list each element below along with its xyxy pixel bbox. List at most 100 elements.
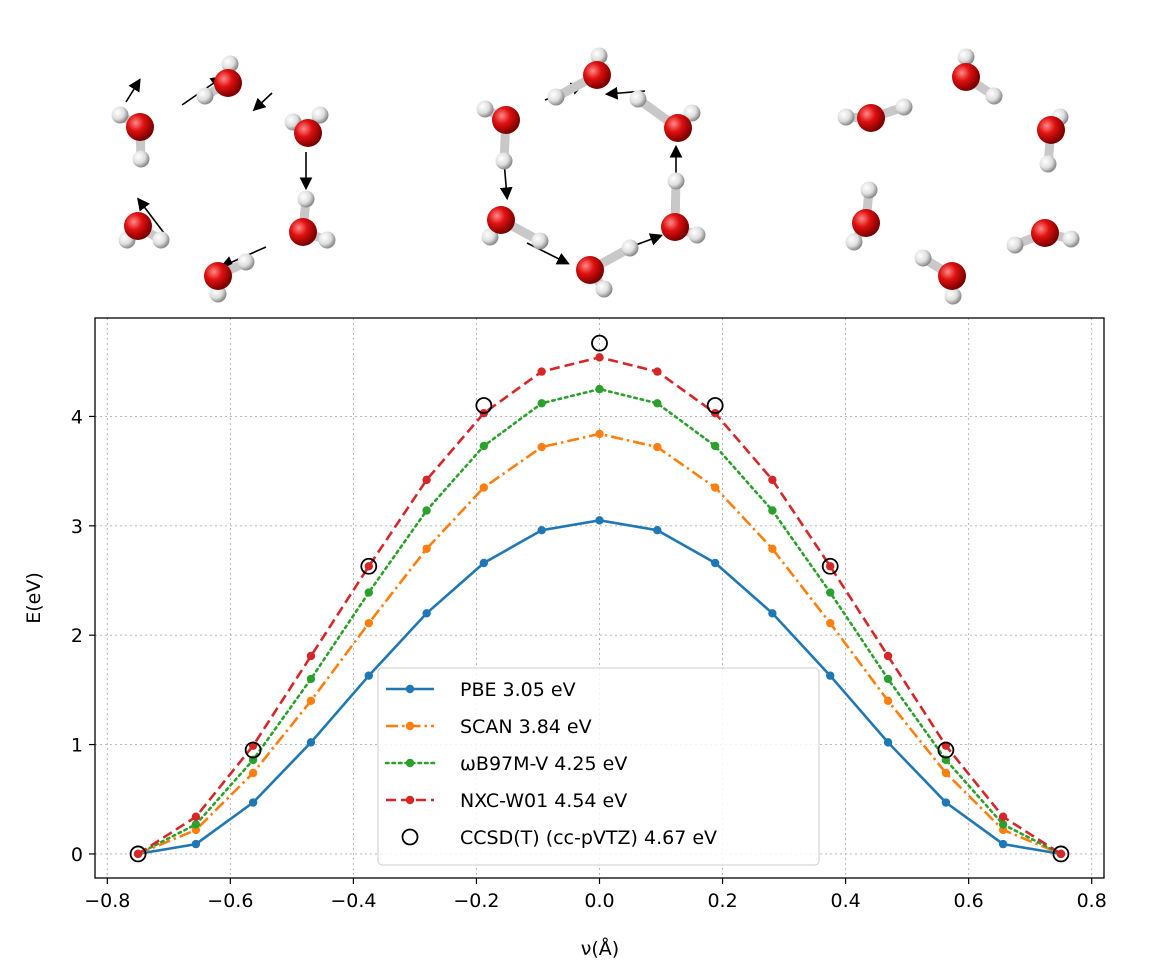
arrow: [125, 78, 141, 103]
oxygen-atom: [126, 113, 154, 141]
x-tick-label: −0.4: [330, 890, 376, 912]
hydrogen-atom: [629, 90, 647, 108]
hydrogen-atom: [132, 150, 150, 168]
legend-marker: [405, 721, 415, 731]
data-point: [941, 798, 951, 807]
data-point: [479, 558, 489, 568]
data-point: [360, 557, 378, 575]
hydrogen-atom: [152, 231, 170, 249]
arrow: [252, 92, 273, 112]
legend-marker: [401, 828, 419, 846]
data-point: [364, 562, 373, 571]
legend-entry: PBE 3.05 eV: [386, 679, 576, 701]
series-4: [129, 334, 1070, 863]
data-point: [710, 558, 720, 568]
hydrogen-atom: [595, 280, 613, 298]
legend-label: ωB97M-V 4.25 eV: [460, 753, 627, 775]
data-point: [1056, 849, 1066, 859]
data-point: [937, 741, 955, 759]
data-point: [883, 696, 893, 706]
oxygen-atom: [664, 114, 692, 142]
data-point: [475, 397, 493, 414]
hydrogen-atom: [531, 232, 549, 250]
arrow: [137, 197, 165, 234]
x-tick-label: 0.8: [1077, 890, 1107, 912]
hydrogen-atom: [318, 231, 336, 249]
water-hexamer-structures: [111, 47, 1080, 305]
hydrogen-atom: [237, 253, 255, 271]
oxygen-atom: [1031, 219, 1059, 247]
legend-entry: ωB97M-V 4.25 eV: [384, 753, 627, 775]
oxygen-atom: [214, 69, 242, 97]
data-point: [653, 525, 662, 535]
data-point: [768, 544, 777, 553]
data-point: [191, 820, 201, 829]
legend-box: [377, 667, 820, 866]
hydrogen-atom: [311, 106, 329, 124]
data-point: [306, 651, 316, 661]
data-point: [1052, 845, 1070, 863]
data-point: [710, 483, 720, 492]
data-point: [998, 820, 1008, 829]
x-axis-ticks: −0.8 −0.6 −0.4 −0.2 0.0 0.2 0.4 0.6 0.8: [84, 878, 1107, 912]
data-point: [191, 812, 201, 821]
data-point: [537, 399, 546, 408]
hydrogen-atom: [590, 47, 608, 65]
hydrogen-atom: [297, 190, 315, 208]
hydrogen-atom: [547, 88, 565, 106]
hydrogen-atom: [944, 287, 962, 305]
oxygen-atom: [124, 212, 152, 240]
data-point: [306, 738, 316, 747]
legend-marker: [405, 758, 415, 768]
legend-label: CCSD(T) (cc-pVTZ) 4.67 eV: [460, 827, 717, 849]
hydrogen-atom: [667, 172, 685, 190]
data-point: [244, 741, 262, 759]
oxygen-atom: [576, 256, 604, 284]
hydrogen-atom: [837, 108, 855, 126]
x-tick-label: −0.6: [207, 890, 253, 912]
oxygen-atom: [852, 209, 880, 237]
data-point: [826, 618, 835, 628]
data-point: [306, 674, 316, 684]
data-point: [883, 738, 893, 747]
data-point: [591, 334, 608, 352]
data-point: [364, 671, 373, 680]
data-point: [768, 506, 777, 515]
x-tick-label: 0.6: [954, 890, 984, 912]
data-point: [364, 618, 373, 628]
hydrogen-atom: [845, 233, 863, 251]
data-point: [998, 839, 1008, 849]
data-point: [653, 442, 662, 452]
data-point: [826, 671, 835, 680]
hydrogen-atom: [209, 285, 227, 303]
data-point: [422, 609, 431, 618]
y-tick-label: 3: [71, 516, 83, 538]
x-tick-label: −0.2: [453, 890, 499, 912]
x-tick-label: 0.2: [707, 890, 737, 912]
x-tick-label: −0.8: [84, 890, 130, 912]
data-point: [248, 798, 258, 807]
data-point: [129, 845, 147, 863]
data-point: [595, 384, 604, 394]
data-point: [479, 483, 489, 492]
data-point: [941, 768, 951, 778]
data-point: [248, 768, 258, 778]
data-point: [537, 367, 546, 376]
hydrogen-atom: [914, 249, 932, 267]
oxygen-atom: [487, 206, 515, 234]
oxygen-atom: [294, 119, 322, 147]
oxygen-atom: [204, 262, 232, 290]
structure-separated: [837, 48, 1080, 305]
series-2: [133, 384, 1066, 859]
data-point: [595, 429, 604, 439]
legend-entry: NXC-W01 4.54 eV: [386, 790, 627, 812]
data-point: [595, 516, 604, 525]
hydrogen-atom: [196, 87, 214, 105]
y-axis-title: E(eV): [23, 572, 45, 624]
data-point: [998, 812, 1008, 821]
oxygen-atom: [583, 61, 611, 89]
data-point: [537, 442, 546, 452]
structure-ring-2: [476, 47, 706, 298]
y-tick-label: 0: [71, 844, 83, 866]
data-point: [479, 441, 489, 451]
